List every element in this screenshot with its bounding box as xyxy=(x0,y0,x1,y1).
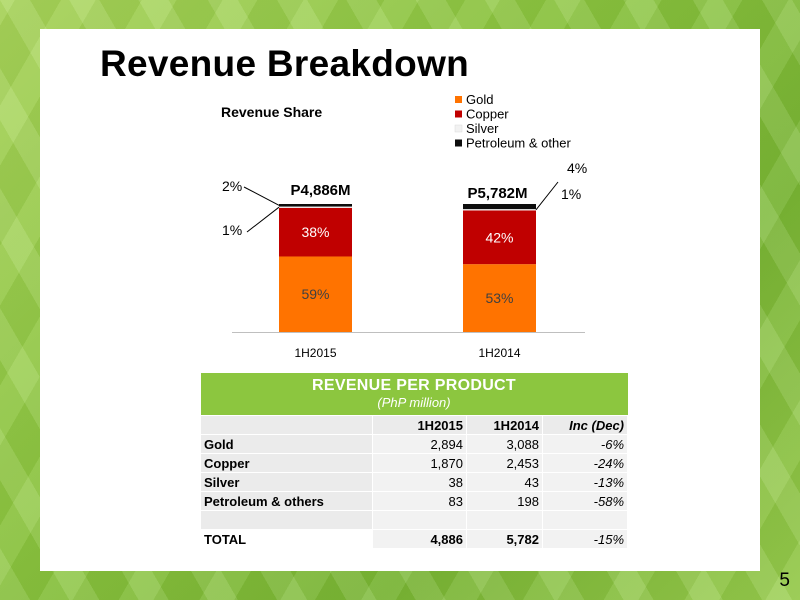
cell-inc-dec: -24% xyxy=(541,453,629,473)
bar-silver-1h2015 xyxy=(279,206,352,208)
table-row-silver: Silver 38 43 -13% xyxy=(200,472,629,492)
data-label-copper-1h2014: 42% xyxy=(485,229,513,245)
data-label-copper-1h2015: 38% xyxy=(301,224,329,240)
data-label-gold-1h2014: 53% xyxy=(485,290,513,306)
leader-line-petroleum-1h2015 xyxy=(243,186,280,206)
cell-1h2014: 43 xyxy=(466,472,543,492)
total-inc-dec: -15% xyxy=(541,529,629,549)
x-tick-label-1h2014: 1H2014 xyxy=(478,346,520,360)
legend-label-silver: Silver xyxy=(466,121,499,136)
bar-petroleum-other-1h2015 xyxy=(279,204,352,207)
bar-copper-1h2015 xyxy=(279,207,352,257)
table-header-row: REVENUE PER PRODUCT (PhP million) xyxy=(200,373,628,416)
slide-title: Revenue Breakdown xyxy=(100,43,470,84)
cell-1h2014: 2,453 xyxy=(466,453,543,473)
table-row-blank xyxy=(200,510,629,530)
column-header-1h2014: 1H2014 xyxy=(466,415,543,435)
legend-item-silver: Silver xyxy=(454,121,499,136)
total-label-1h2014: P5,782M xyxy=(467,185,527,202)
revenue-table-container: REVENUE PER PRODUCT (PhP million) 1H2015… xyxy=(200,373,629,549)
cell-inc-dec: -6% xyxy=(541,434,629,454)
bar-silver-1h2014 xyxy=(463,209,536,211)
legend-label-gold: Gold xyxy=(466,92,493,107)
legend-label-copper: Copper xyxy=(466,107,509,122)
leader-line-silver-1h2014 xyxy=(535,181,559,211)
cell-1h2014: 3,088 xyxy=(466,434,543,454)
total-label-1h2015: P4,886M xyxy=(290,182,350,199)
row-label: Copper xyxy=(200,453,373,473)
row-label: Petroleum & others xyxy=(200,491,373,511)
leader-line-silver-1h2015 xyxy=(246,206,280,233)
cell-1h2015: 83 xyxy=(372,491,467,511)
bar-gold-1h2015 xyxy=(279,256,352,332)
data-label-petroleum-1h2015: 2% xyxy=(222,178,242,194)
bars: 59% 38% 1% 2% P4,886M 1H2015 53% 42% 1% 4% P5,782M… xyxy=(222,160,587,360)
cell-1h2015 xyxy=(372,510,467,530)
cell-inc-dec: -58% xyxy=(541,491,629,511)
row-label: Gold xyxy=(200,434,373,454)
revenue-share-chart: Revenue Share 59% 38% 1% 2% P4,886M 1H2015 53%… xyxy=(221,92,587,360)
data-label-petroleum-1h2014: 4% xyxy=(567,160,587,176)
legend-swatch-copper xyxy=(455,110,462,118)
table-header: REVENUE PER PRODUCT (PhP million) xyxy=(200,373,628,416)
bar-petroleum-other-1h2014 xyxy=(463,204,536,210)
legend-item-petroleum-other: Petroleum & other xyxy=(455,136,571,151)
legend-item-copper: Copper xyxy=(455,107,509,122)
cell-inc-dec xyxy=(541,510,629,530)
bar-copper-1h2014 xyxy=(463,210,536,265)
total-label: TOTAL xyxy=(200,529,373,549)
column-header-blank xyxy=(200,415,373,435)
table-title: REVENUE PER PRODUCT xyxy=(312,377,516,394)
x-tick-label-1h2015: 1H2015 xyxy=(294,346,336,360)
chart-title: Revenue Share xyxy=(221,104,322,120)
row-label xyxy=(200,510,373,530)
total-1h2014: 5,782 xyxy=(466,529,543,549)
cell-inc-dec: -13% xyxy=(541,472,629,492)
data-label-silver-1h2014: 1% xyxy=(561,186,581,202)
total-1h2015: 4,886 xyxy=(372,529,467,549)
data-label-gold-1h2015: 59% xyxy=(301,286,329,302)
table-subtitle: (PhP million) xyxy=(377,395,451,410)
table-row-petroleum: Petroleum & others 83 198 -58% xyxy=(200,491,629,511)
table-row-total: TOTAL 4,886 5,782 -15% xyxy=(200,529,629,549)
table-row-copper: Copper 1,870 2,453 -24% xyxy=(200,453,629,473)
cell-1h2015: 38 xyxy=(372,472,467,492)
column-header-1h2015: 1H2015 xyxy=(372,415,467,435)
data-label-silver-1h2015: 1% xyxy=(222,222,242,238)
legend-swatch-petroleum-other xyxy=(455,139,462,147)
column-header-row: 1H2015 1H2014 Inc (Dec) xyxy=(200,415,629,435)
table-row-gold: Gold 2,894 3,088 -6% xyxy=(200,434,629,454)
cell-1h2015: 2,894 xyxy=(372,434,467,454)
cell-1h2014: 198 xyxy=(466,491,543,511)
legend-label-petroleum-other: Petroleum & other xyxy=(466,136,571,151)
page-number: 5 xyxy=(779,570,790,591)
revenue-per-product-table: REVENUE PER PRODUCT (PhP million) 1H2015… xyxy=(200,373,629,549)
legend-swatch-silver xyxy=(454,124,463,133)
slide: Revenue Breakdown Revenue Share 59% 38% 1%… xyxy=(40,29,760,571)
bar-gold-1h2014 xyxy=(463,264,536,332)
column-header-inc-dec: Inc (Dec) xyxy=(541,415,629,435)
legend-item-gold: Gold xyxy=(455,92,493,107)
cell-1h2014 xyxy=(466,510,543,530)
legend-swatch-gold xyxy=(455,96,462,103)
cell-1h2015: 1,870 xyxy=(372,453,467,473)
row-label: Silver xyxy=(200,472,373,492)
